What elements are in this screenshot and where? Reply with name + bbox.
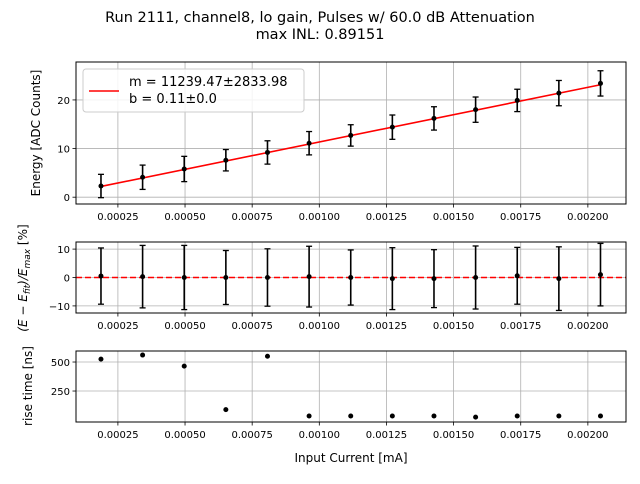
residual-ylabel-sub2: max (23, 248, 33, 268)
data-point (389, 124, 395, 130)
x-tick-label: 0.00125 (366, 212, 407, 223)
residual-ylabel-sub1: fit (23, 284, 33, 294)
y-tick-label: 10 (57, 245, 70, 256)
y-tick-label: 20 (57, 96, 70, 107)
x-tick-label: 0.00150 (433, 321, 474, 332)
y-tick-label: −10 (49, 302, 70, 313)
data-point (223, 275, 229, 280)
residual-ylabel-c: [%] (16, 224, 30, 249)
data-point (431, 413, 437, 419)
data-point (389, 276, 395, 282)
data-point (264, 275, 270, 280)
residual-ylabel-b: )/E (16, 268, 30, 286)
x-tick-label: 0.00050 (164, 321, 205, 332)
data-point (140, 274, 146, 280)
data-point (306, 413, 312, 419)
data-point (181, 275, 187, 280)
x-tick-label: 0.00050 (164, 212, 205, 223)
energy-panel: 0.00025 0.00050 0.00075 0.00100 0.00125 0.001… (57, 61, 627, 223)
axes-frame (75, 350, 627, 423)
x-tick-label: 0.00075 (231, 321, 272, 332)
data-point (597, 80, 603, 86)
data-point (264, 353, 270, 359)
x-tick-label: 0.00175 (500, 430, 541, 441)
x-tick-label: 0.00200 (567, 430, 608, 441)
data-point (473, 275, 479, 280)
x-tick-label: 0.00200 (567, 212, 608, 223)
legend: m = 11239.47±2833.98 b = 0.11±0.0 (82, 68, 305, 113)
data-point (140, 174, 146, 180)
y-tick-label: 500 (51, 358, 70, 369)
data-point (556, 90, 562, 96)
residual-panel: 0.00025 0.00050 0.00075 0.00100 0.00125 0.001… (49, 241, 627, 332)
data-point (514, 273, 520, 279)
data-point (431, 276, 437, 282)
data-point (514, 413, 520, 419)
x-tick-label: 0.00025 (97, 212, 138, 223)
data-point (348, 275, 354, 280)
residual-ylabel: (E − Efit)/Emax [%] (16, 224, 33, 331)
data-point (597, 272, 603, 278)
data-point (140, 352, 146, 358)
x-tick-label: 0.00075 (231, 212, 272, 223)
data-point (556, 276, 562, 282)
x-tick-label: 0.00150 (433, 212, 474, 223)
y-tick-label: 10 (57, 145, 70, 156)
y-tick-label: 0 (64, 193, 70, 204)
x-axis-label: Input Current [mA] (294, 451, 407, 465)
x-tick-label: 0.00025 (97, 321, 138, 332)
y-tick-label: 0 (64, 274, 70, 285)
axes-frame (75, 61, 627, 205)
data-point (98, 356, 104, 362)
data-point (306, 274, 312, 280)
data-point (181, 166, 187, 172)
data-point (514, 97, 520, 103)
x-tick-label: 0.00150 (433, 430, 474, 441)
legend-b: b = 0.11±0.0 (129, 92, 217, 107)
data-point (98, 273, 104, 279)
risetime-panel: 0.00025 0.00050 0.00075 0.00100 0.00125 0.001… (51, 350, 627, 441)
risetime-ylabel: rise time [ns] (21, 346, 35, 426)
data-point (181, 363, 187, 369)
data-point (431, 115, 437, 121)
x-tick-label: 0.00025 (97, 430, 138, 441)
energy-ylabel: Energy [ADC Counts] (29, 70, 43, 197)
x-tick-label: 0.00125 (366, 430, 407, 441)
chart-title-line1: Run 2111, channel8, lo gain, Pulses w/ 6… (105, 10, 535, 26)
data-point (348, 413, 354, 419)
data-point (556, 413, 562, 419)
x-tick-label: 0.00175 (500, 212, 541, 223)
data-point (389, 413, 395, 419)
legend-m: m = 11239.47±2833.98 (129, 75, 288, 90)
x-tick-label: 0.00100 (299, 321, 340, 332)
data-point (223, 407, 229, 413)
y-tick-label: 250 (51, 387, 70, 398)
data-point (264, 149, 270, 155)
data-point (597, 413, 603, 419)
data-point (98, 183, 104, 189)
data-point (473, 107, 479, 113)
x-tick-label: 0.00200 (567, 321, 608, 332)
x-tick-label: 0.00075 (231, 430, 272, 441)
x-tick-label: 0.00100 (299, 212, 340, 223)
residual-ylabel-a: (E − E (16, 294, 30, 332)
x-tick-label: 0.00050 (164, 430, 205, 441)
data-point (348, 132, 354, 138)
data-point (223, 157, 229, 163)
x-tick-label: 0.00100 (299, 430, 340, 441)
x-tick-label: 0.00175 (500, 321, 541, 332)
axes-frame (75, 241, 627, 314)
data-point (473, 414, 479, 420)
data-point (306, 140, 312, 146)
legend-box (82, 68, 305, 113)
chart-title-line2: max INL: 0.89151 (256, 27, 385, 43)
x-tick-label: 0.00125 (366, 321, 407, 332)
